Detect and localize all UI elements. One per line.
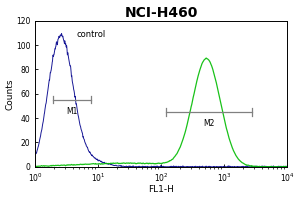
Text: M2: M2 bbox=[204, 119, 215, 128]
X-axis label: FL1-H: FL1-H bbox=[148, 185, 174, 194]
Y-axis label: Counts: Counts bbox=[6, 78, 15, 110]
Text: M1: M1 bbox=[66, 107, 77, 116]
Text: control: control bbox=[76, 30, 106, 39]
Title: NCI-H460: NCI-H460 bbox=[124, 6, 198, 20]
